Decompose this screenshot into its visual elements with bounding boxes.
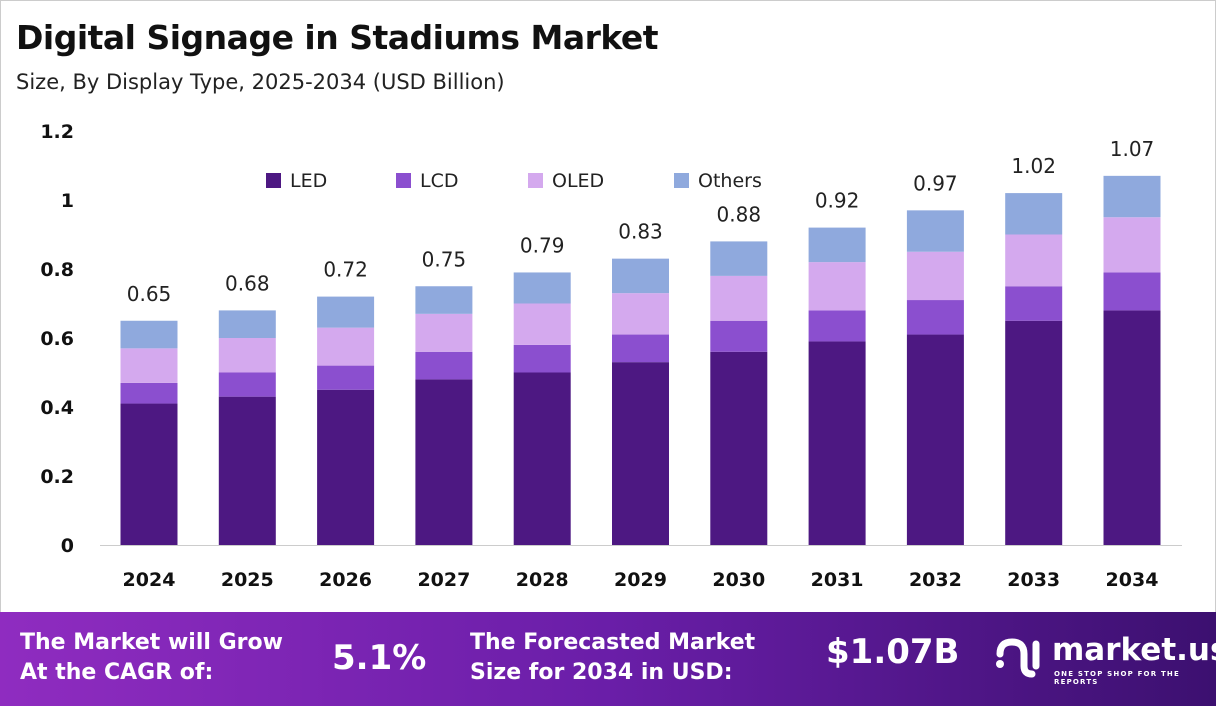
bar-segment-others	[513, 272, 571, 304]
legend-swatch-oled	[528, 173, 543, 188]
stacked-bar-chart: 0 0.2 0.4 0.6 0.8 1 1.2 0.65 2024 0.68 2025 0.72 202…	[40, 121, 1182, 591]
cagr-value: 5.1%	[332, 638, 427, 678]
bar-segment-lcd	[120, 382, 178, 404]
bar-segment-oled	[218, 338, 276, 373]
bar-segment-led	[513, 372, 571, 545]
total-label: 0.88	[717, 202, 762, 226]
total-label: 0.92	[815, 189, 860, 213]
bar-segment-led	[1005, 320, 1063, 545]
legend-label-oled: OLED	[552, 170, 604, 192]
bar-segment-others	[317, 296, 375, 328]
bar-segment-oled	[612, 293, 669, 335]
x-tick-label: 2033	[1007, 569, 1060, 591]
forecast-label: The Forecasted Market Size for 2034 in U…	[470, 630, 756, 685]
y-tick-label: 0.2	[40, 466, 74, 488]
total-label: 0.68	[225, 271, 270, 295]
bar-segment-oled	[415, 313, 473, 352]
bar-segment-others	[415, 286, 473, 314]
summary-banner: The Market will Grow At the CAGR of: 5.1…	[0, 612, 1216, 706]
bar-segment-led	[808, 341, 866, 545]
bar-segment-others	[218, 310, 276, 338]
bar-segment-oled	[1005, 234, 1063, 287]
y-tick-label: 0.6	[40, 328, 74, 350]
bar-segment-others	[808, 227, 866, 263]
bar-segment-oled	[513, 303, 571, 345]
bar-segment-lcd	[317, 365, 375, 390]
bar-segment-lcd	[1103, 272, 1161, 311]
bar-segment-others	[1005, 193, 1063, 235]
bar-segment-led	[317, 389, 375, 545]
x-tick-label: 2027	[417, 569, 470, 591]
bar-segment-lcd	[808, 310, 866, 342]
x-tick-label: 2030	[712, 569, 765, 591]
bar-segment-led	[218, 396, 276, 545]
total-label: 1.02	[1011, 154, 1056, 178]
bar-segment-led	[415, 379, 473, 545]
chart-title: Digital Signage in Stadiums Market	[16, 18, 659, 57]
market-us-logo: market.us ONE STOP SHOP FOR THE REPORTS	[992, 632, 1216, 692]
bar-segment-lcd	[513, 344, 571, 373]
bar-segment-others	[710, 241, 768, 276]
legend-label-lcd: LCD	[420, 170, 458, 192]
forecast-value: $1.07B	[826, 632, 960, 672]
x-tick-label: 2034	[1106, 569, 1159, 591]
bar-segment-led	[1103, 310, 1161, 545]
x-tick-label: 2029	[614, 569, 667, 591]
bar-segment-others	[1103, 175, 1161, 218]
bar-segment-led	[120, 403, 178, 545]
legend-swatch-led	[266, 173, 281, 188]
y-tick-label: 0	[61, 535, 74, 557]
bar-segment-lcd	[710, 320, 768, 352]
legend-label-others: Others	[698, 170, 762, 192]
total-label: 0.72	[323, 258, 368, 282]
bar-segment-lcd	[415, 351, 473, 380]
y-tick-label: 0.8	[40, 259, 74, 281]
bar-segment-led	[906, 334, 964, 545]
legend-swatch-others	[674, 173, 689, 188]
y-tick-label: 1	[61, 190, 74, 212]
bar-segment-led	[710, 351, 768, 545]
bar-segment-oled	[906, 251, 964, 301]
bar-segment-lcd	[218, 372, 276, 397]
bar-segment-oled	[808, 262, 866, 311]
bar-segment-lcd	[1005, 286, 1063, 321]
cagr-label: The Market will Grow At the CAGR of:	[20, 630, 283, 685]
total-label: 0.97	[913, 171, 958, 195]
total-label: 0.79	[520, 233, 565, 257]
y-tick-label: 1.2	[40, 121, 74, 143]
x-tick-label: 2028	[516, 569, 569, 591]
bar-segment-oled	[1103, 217, 1161, 273]
bar-segment-oled	[120, 348, 178, 383]
bar-segment-others	[120, 320, 178, 349]
legend-swatch-lcd	[396, 173, 411, 188]
logo-text: market.us	[1052, 632, 1216, 668]
total-label: 0.65	[127, 282, 172, 306]
logo-tagline: ONE STOP SHOP FOR THE REPORTS	[1054, 670, 1180, 686]
x-tick-label: 2031	[811, 569, 864, 591]
legend-label-led: LED	[290, 170, 327, 192]
bar-segment-oled	[317, 327, 375, 366]
x-tick-label: 2025	[221, 569, 274, 591]
bar-segment-led	[612, 362, 669, 545]
total-label: 0.83	[618, 220, 663, 244]
bar-segment-lcd	[612, 334, 669, 363]
x-tick-label: 2032	[909, 569, 962, 591]
x-tick-label: 2024	[123, 569, 176, 591]
x-tick-label: 2026	[319, 569, 372, 591]
logo-icon	[996, 638, 1040, 678]
total-label: 1.07	[1110, 137, 1155, 161]
total-label: 0.75	[422, 247, 467, 271]
bar-segment-others	[906, 210, 964, 252]
bar-segment-lcd	[906, 300, 964, 335]
chart-subtitle: Size, By Display Type, 2025-2034 (USD Bi…	[16, 70, 505, 94]
bar-segment-oled	[710, 275, 768, 321]
y-tick-label: 0.4	[40, 397, 74, 419]
bar-segment-others	[612, 258, 669, 294]
